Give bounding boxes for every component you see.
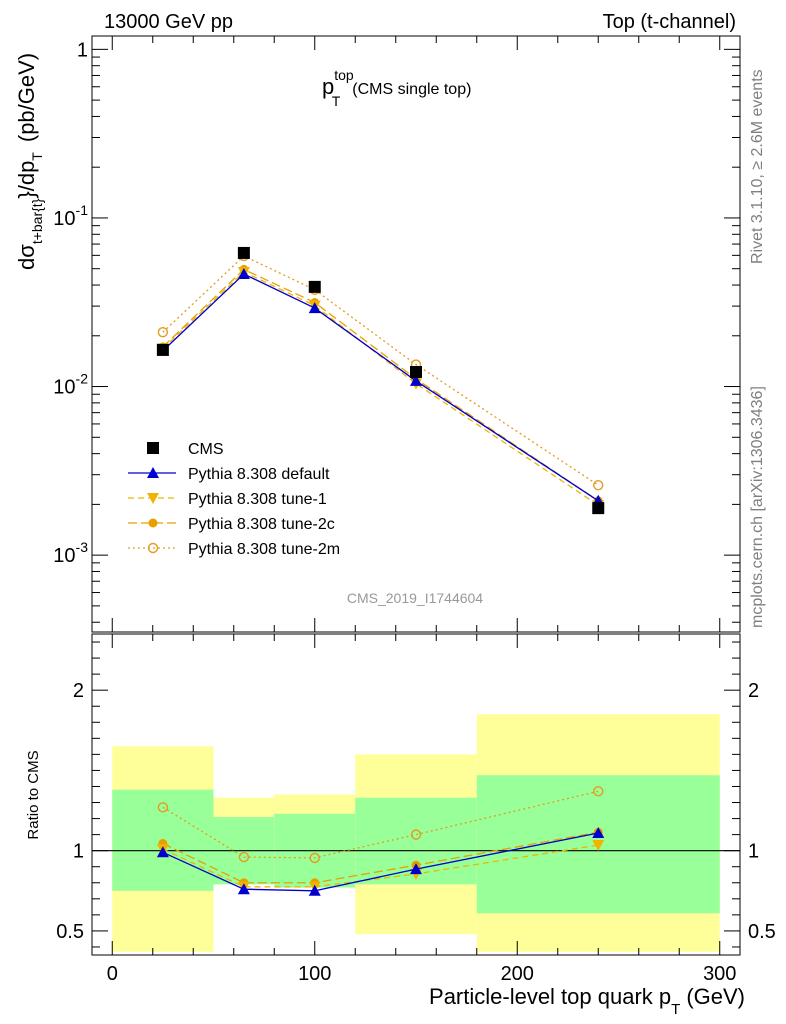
legend-marker-default [147, 467, 159, 478]
ratio-point-default [592, 827, 605, 839]
x-tick-label: 0 [107, 963, 118, 985]
mcplots-reference-label: mcplots.cern.ch [arXiv:1306.3436] [749, 386, 766, 628]
ratio-point-tune2m [410, 829, 422, 840]
main-y-tick-label: 10-1 [53, 202, 88, 230]
legend-marker-cms [147, 442, 159, 454]
legend-label-tune1: Pythia 8.308 tune-1 [188, 491, 327, 508]
ratio-frame [91, 633, 741, 956]
data-point-default [410, 374, 422, 386]
legend-marker-tune2c [148, 518, 158, 528]
rivet-version-label: Rivet 3.1.10, ≥ 2.6M events [749, 69, 766, 264]
legend-marker-tune2m [147, 542, 159, 554]
analysis-id-watermark: CMS_2019_I1744604 [347, 590, 483, 606]
main-data-series [156, 246, 605, 515]
ratio-y-tick-label-right: 2 [748, 680, 759, 702]
data-point-cms [410, 365, 422, 378]
main-frame [91, 35, 741, 633]
series-line-tune2m [162, 255, 599, 486]
ratio-y-tick-label-left: 2 [73, 680, 84, 702]
main-y-tick-label: 1 [77, 39, 88, 61]
legend-label-tune2m: Pythia 8.308 tune-2m [188, 541, 340, 558]
main-panel [91, 35, 741, 633]
data-point-cms [237, 246, 250, 259]
legend-entry-cms: CMS [147, 441, 224, 458]
data-point-tune2m [157, 327, 169, 338]
legend: CMS Pythia 8.308 default Pythia 8.308 tune… [128, 441, 340, 558]
x-tick-label: 200 [501, 963, 534, 985]
legend-marker-tune1 [147, 493, 159, 504]
main-y-tick-label: 10-3 [53, 539, 88, 567]
ratio-point-tune2m [238, 851, 250, 863]
ratio-axis-ticks: 0.5 0.5 1 1 2 2 0 100 200 300 [56, 634, 776, 985]
data-point-cms [156, 343, 169, 356]
ratio-point-default [308, 884, 321, 896]
ratio-panel [91, 633, 741, 956]
legend-label-default: Pythia 8.308 default [188, 466, 330, 483]
ratio-y-tick-label-right: 0.5 [748, 921, 776, 943]
legend-entry-tune2m: Pythia 8.308 tune-2m [128, 541, 340, 558]
main-y-axis-label: dσt+bar{t}}/dpT(pb/GeV) [14, 53, 45, 270]
data-point-tune2m [593, 479, 604, 491]
ratio-point-tune1 [592, 840, 605, 852]
x-tick-label: 300 [703, 963, 736, 985]
ratio-point-default [237, 883, 250, 895]
data-point-cms [592, 502, 605, 515]
header-left: 13000 GeV pp [104, 11, 233, 33]
ratio-point-default [156, 846, 169, 858]
legend-label-cms: CMS [188, 441, 224, 458]
ratio-y-tick-label-right: 1 [748, 841, 759, 863]
header-right: Top (t-channel) [603, 11, 736, 33]
data-point-default [237, 268, 250, 280]
ratio-point-default [410, 863, 422, 875]
legend-entry-tune1: Pythia 8.308 tune-1 [128, 491, 327, 508]
ratio-y-tick-label-left: 0.5 [56, 921, 84, 943]
ratio-point-tune2m [309, 852, 320, 864]
main-y-tick-label: 10-2 [53, 371, 88, 399]
legend-entry-default: Pythia 8.308 default [128, 466, 330, 483]
x-axis-label: Particle-level top quark pT(GeV) [429, 984, 745, 1018]
legend-entry-tune2c: Pythia 8.308 tune-2c [128, 516, 335, 533]
plot-title: ptop T(CMS single top) [322, 67, 471, 109]
data-point-cms [308, 280, 321, 293]
ratio-y-tick-label-left: 1 [73, 841, 84, 863]
ratio-data-series [156, 786, 605, 896]
series-line-tune1 [162, 271, 599, 506]
x-tick-label: 100 [298, 963, 331, 985]
data-point-default [308, 302, 321, 314]
ratio-line-tune2m [162, 790, 599, 859]
ratio-point-tune2m [157, 802, 169, 813]
ratio-y-axis-label: Ratio to CMS [25, 750, 42, 839]
legend-label-tune2c: Pythia 8.308 tune-2c [188, 516, 335, 533]
ratio-point-tune2m [593, 786, 604, 797]
main-axis-ticks: 1 10-1 10-2 10-3 [53, 36, 740, 632]
